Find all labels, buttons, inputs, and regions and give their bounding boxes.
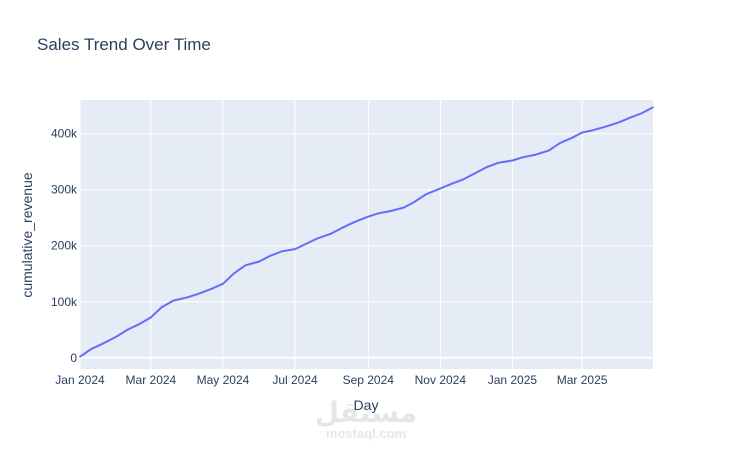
data-point (462, 178, 464, 181)
data-point (450, 183, 452, 185)
data-point (330, 232, 333, 235)
data-point (475, 172, 477, 174)
x-axis-ticks: Jan 2024 Mar 2024 May 2024 Jul 2024 Sep 2024… (55, 373, 607, 387)
data-point (570, 137, 573, 139)
x-tick-label: Mar 2025 (557, 373, 608, 387)
y-axis-ticks: 0 100k 200k 300k 400k (51, 127, 78, 365)
data-point (425, 193, 428, 195)
data-point (548, 149, 550, 152)
data-point (402, 206, 405, 209)
data-point (150, 316, 152, 319)
watermark-text: mostaql.com (326, 426, 406, 441)
data-point (294, 248, 296, 250)
x-tick-label: Jan 2024 (55, 373, 105, 387)
data-point (640, 112, 642, 115)
data-point (209, 288, 211, 291)
y-axis-title: cumulative_revenue (19, 172, 35, 298)
data-point (101, 343, 104, 345)
data-point (378, 212, 380, 214)
data-point (138, 323, 140, 326)
series-layer (79, 106, 654, 358)
data-point (222, 283, 224, 285)
data-point (304, 243, 307, 245)
data-point (511, 159, 514, 162)
data-point (558, 142, 561, 144)
data-point (115, 335, 118, 338)
data-point (186, 296, 189, 299)
data-point (603, 126, 606, 128)
y-tick-label: 400k (51, 127, 78, 141)
data-point (172, 299, 175, 302)
data-point (232, 272, 235, 275)
data-point (439, 187, 442, 190)
x-tick-label: Jul 2024 (272, 373, 318, 387)
data-point (591, 129, 594, 132)
data-point (316, 237, 319, 240)
data-point (522, 156, 524, 158)
gridlines (79, 100, 653, 369)
data-point (244, 264, 247, 267)
data-point (534, 154, 536, 156)
data-point (89, 348, 92, 351)
y-tick-label: 200k (51, 239, 78, 253)
data-point (581, 131, 583, 134)
data-point (617, 121, 620, 124)
data-point (353, 221, 355, 223)
data-point (341, 227, 344, 229)
x-axis-title: Day (354, 397, 379, 413)
data-point (628, 117, 631, 119)
data-point (126, 329, 129, 331)
y-tick-label: 300k (51, 183, 78, 197)
y-tick-label: 100k (51, 295, 78, 309)
x-tick-label: Nov 2024 (415, 373, 467, 387)
x-tick-label: Jan 2025 (488, 373, 538, 387)
x-tick-label: Sep 2024 (343, 373, 395, 387)
x-tick-label: May 2024 (197, 373, 250, 387)
data-point (497, 162, 500, 164)
chart-title: Sales Trend Over Time (37, 35, 211, 54)
data-point (389, 210, 392, 212)
data-point (281, 250, 283, 253)
y-tick-label: 0 (70, 351, 77, 365)
data-point (197, 293, 199, 295)
watermark-arabic: مستقل (315, 397, 417, 428)
data-point (413, 201, 416, 203)
watermark-logo: مستقل mostaql.com (315, 397, 417, 441)
data-point (367, 215, 370, 218)
data-point (485, 166, 488, 169)
data-point (160, 306, 163, 309)
data-point (79, 355, 81, 358)
data-point (652, 106, 654, 109)
x-tick-label: Mar 2024 (126, 373, 177, 387)
data-point (258, 260, 261, 263)
data-point (269, 255, 272, 257)
